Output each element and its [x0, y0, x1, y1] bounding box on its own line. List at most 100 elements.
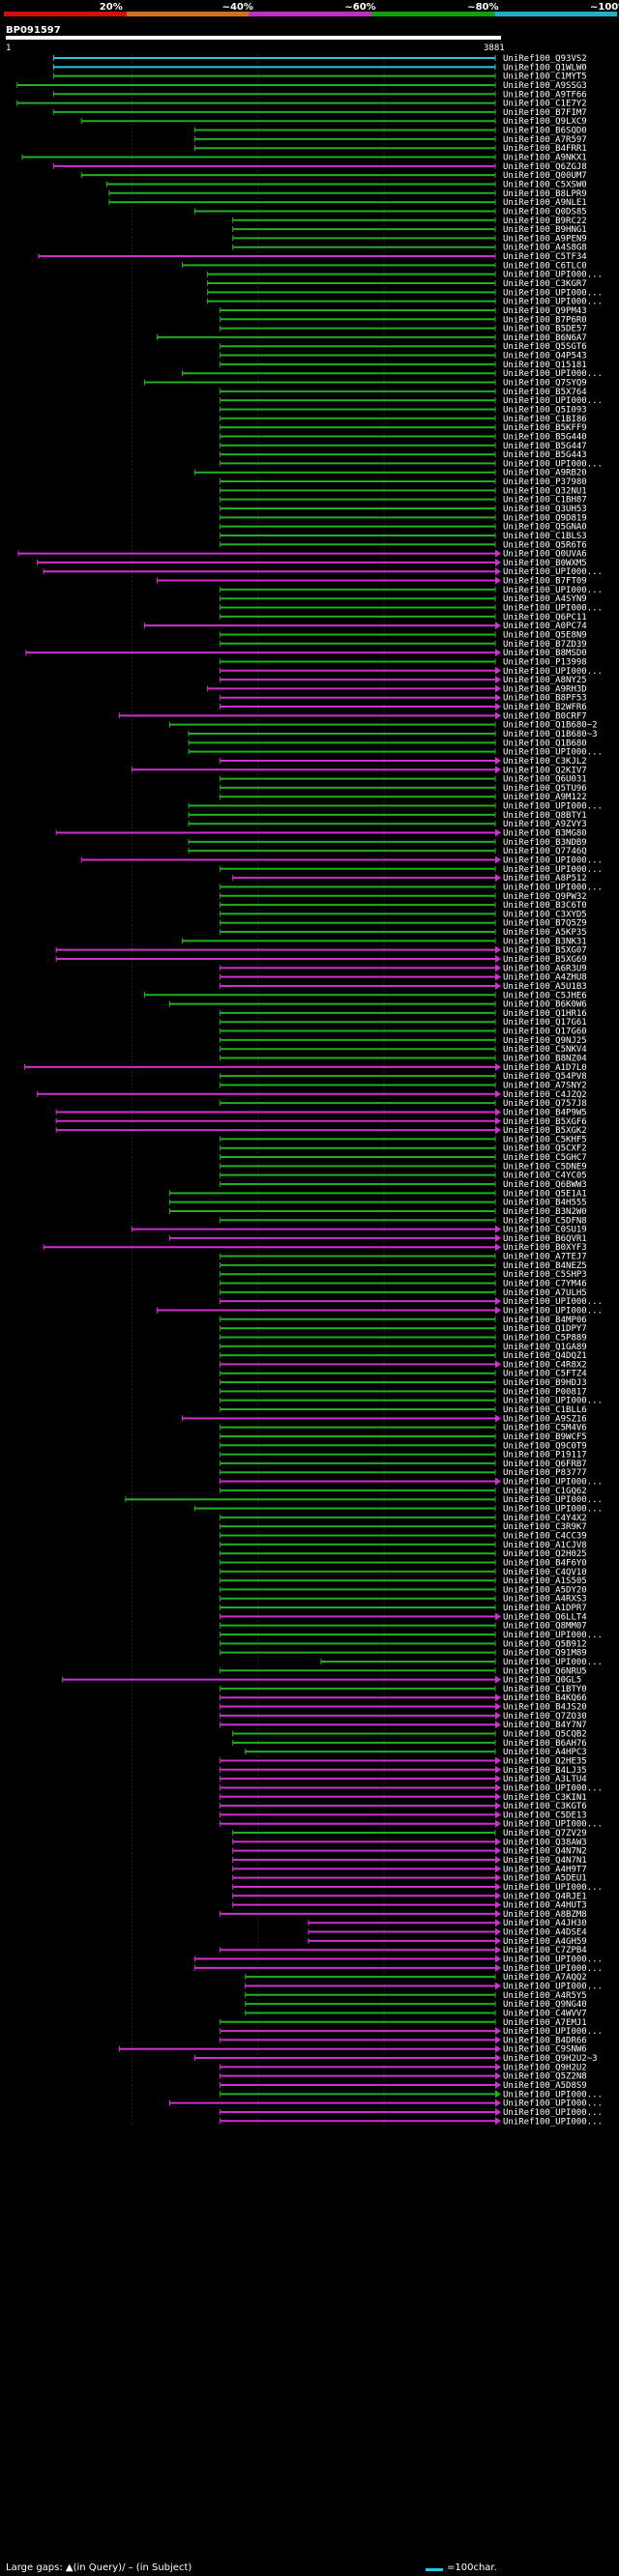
hit-label[interactable]: UniRef100_A9PEN9	[503, 234, 587, 244]
hit-label[interactable]: UniRef100_UPI000...	[503, 1505, 603, 1515]
hit-label[interactable]: UniRef100_UPI000...	[503, 1883, 603, 1893]
hit-label[interactable]: UniRef100_A4RXS3	[503, 1595, 587, 1605]
hit-label[interactable]: UniRef100_A7SNY2	[503, 1081, 587, 1090]
hit-label[interactable]: UniRef100_P37980	[503, 478, 587, 487]
hit-label[interactable]: UniRef100_UPI000...	[503, 1631, 603, 1640]
hit-label[interactable]: UniRef100_Q6U031	[503, 775, 587, 785]
hit-label[interactable]: UniRef100_Q9NG40	[503, 2000, 587, 2010]
hit-label[interactable]: UniRef100_P13998	[503, 657, 587, 667]
hit-label[interactable]: UniRef100_B3NK31	[503, 937, 587, 946]
hit-label[interactable]: UniRef100_B3N2W0	[503, 1207, 587, 1217]
hit-label[interactable]: UniRef100_B4NEZ5	[503, 1261, 587, 1271]
hit-label[interactable]: UniRef100_B5G443	[503, 450, 587, 460]
hit-label[interactable]: UniRef100_B5X764	[503, 388, 587, 397]
hit-label[interactable]: UniRef100_C5FTZ4	[503, 1370, 587, 1379]
hit-label[interactable]: UniRef100_Q17G61	[503, 1018, 587, 1028]
hit-label[interactable]: UniRef100_C5TF34	[503, 252, 587, 262]
hit-label[interactable]: UniRef100_A8P512	[503, 874, 587, 883]
hit-label[interactable]: UniRef100_B4LJ35	[503, 1766, 587, 1776]
hit-label[interactable]: UniRef100_B4P9W5	[503, 1108, 587, 1117]
hit-label[interactable]: UniRef100_B5XGF6	[503, 1117, 587, 1127]
hit-label[interactable]: UniRef100_UPI000...	[503, 459, 603, 469]
hit-label[interactable]: UniRef100_Q4RJE1	[503, 1892, 587, 1901]
hit-label[interactable]: UniRef100_A7R597	[503, 135, 587, 145]
hit-label[interactable]: UniRef100_C5P889	[503, 1333, 587, 1343]
hit-label[interactable]: UniRef100_B5G447	[503, 442, 587, 451]
hit-label[interactable]: UniRef100_UPI000...	[503, 2099, 603, 2109]
hit-label[interactable]: UniRef100_UPI000...	[503, 748, 603, 758]
hit-label[interactable]: UniRef100_Q9LXC9	[503, 117, 587, 127]
hit-label[interactable]: UniRef100_A0PC74	[503, 622, 587, 631]
hit-label[interactable]: UniRef100_C1MYT5	[503, 72, 587, 82]
hit-label[interactable]: UniRef100_UPI000...	[503, 604, 603, 614]
hit-label[interactable]: UniRef100_Q9PM43	[503, 306, 587, 316]
hit-label[interactable]: UniRef100_B6N6A7	[503, 333, 587, 343]
hit-label[interactable]: UniRef100_Q1B680	[503, 738, 587, 748]
hit-label[interactable]: UniRef100_B3NDB9	[503, 838, 587, 848]
hit-label[interactable]: UniRef100_C7YM46	[503, 1280, 587, 1289]
hit-label[interactable]: UniRef100_B3MG80	[503, 829, 587, 839]
hit-label[interactable]: UniRef100_B8LPR9	[503, 189, 587, 199]
hit-label[interactable]: UniRef100_A3LTU4	[503, 1775, 587, 1784]
hit-label[interactable]: UniRef100_UPI000...	[503, 2108, 603, 2118]
hit-label[interactable]: UniRef100_A1DPR7	[503, 1604, 587, 1613]
hit-label[interactable]: UniRef100_A4DSE4	[503, 1928, 587, 1938]
hit-label[interactable]: UniRef100_B5DE57	[503, 325, 587, 334]
hit-label[interactable]: UniRef100_Q4N7N2	[503, 1847, 587, 1857]
hit-label[interactable]: UniRef100_B5G440	[503, 432, 587, 442]
hit-label[interactable]: UniRef100_C5JHE6	[503, 991, 587, 1000]
hit-label[interactable]: UniRef100_UPI000...	[503, 1820, 603, 1830]
hit-label[interactable]: UniRef100_A9TF66	[503, 90, 587, 100]
hit-label[interactable]: UniRef100_UPI000...	[503, 1982, 603, 1991]
hit-label[interactable]: UniRef100_A1S505	[503, 1577, 587, 1586]
hit-label[interactable]: UniRef100_C4QV10	[503, 1568, 587, 1577]
hit-label[interactable]: UniRef100_Q6PC11	[503, 613, 587, 622]
hit-label[interactable]: UniRef100_Q7ZV29	[503, 1829, 587, 1838]
hit-label[interactable]: UniRef100_B0WXM5	[503, 559, 587, 568]
hit-label[interactable]: UniRef100_B4JS20	[503, 1703, 587, 1713]
hit-label[interactable]: UniRef100_Q9C0T9	[503, 1441, 587, 1451]
hit-label[interactable]: UniRef100_UPI000...	[503, 667, 603, 677]
hit-label[interactable]: UniRef100_B8PF53	[503, 694, 587, 704]
hit-label[interactable]: UniRef100_Q5TU96	[503, 784, 587, 794]
hit-label[interactable]: UniRef100_C5DFN8	[503, 1216, 587, 1226]
hit-label[interactable]: UniRef100_A5DEU1	[503, 1874, 587, 1884]
hit-label[interactable]: UniRef100_Q1WLW0	[503, 63, 587, 72]
hit-label[interactable]: UniRef100_B9HDJ3	[503, 1378, 587, 1388]
hit-label[interactable]: UniRef100_P83777	[503, 1468, 587, 1478]
hit-label[interactable]: UniRef100_C4WVV7	[503, 2009, 587, 2018]
hit-label[interactable]: UniRef100_Q9PW32	[503, 892, 587, 902]
hit-label[interactable]: UniRef100_C1BLL6	[503, 1405, 587, 1415]
hit-label[interactable]: UniRef100_B4Y7N7	[503, 1721, 587, 1730]
hit-label[interactable]: UniRef100_C5DNE9	[503, 1162, 587, 1172]
hit-label[interactable]: UniRef100_A4GH59	[503, 1937, 587, 1947]
hit-label[interactable]: UniRef100_B7Q5Z9	[503, 919, 587, 929]
hit-label[interactable]: UniRef100_C1BI86	[503, 415, 587, 424]
hit-label[interactable]: UniRef100_Q1B680~2	[503, 721, 598, 731]
hit-label[interactable]: UniRef100_A9RH3D	[503, 684, 587, 694]
hit-label[interactable]: UniRef100_B6AH76	[503, 1739, 587, 1749]
hit-label[interactable]: UniRef100_UPI000...	[503, 396, 603, 406]
hit-label[interactable]: UniRef100_A4ZHU8	[503, 973, 587, 983]
hit-label[interactable]: UniRef100_Q1HR16	[503, 1009, 587, 1019]
hit-label[interactable]: UniRef100_UPI000...	[503, 865, 603, 875]
hit-label[interactable]: UniRef100_Q5SGT6	[503, 342, 587, 352]
hit-label[interactable]: UniRef100_C1E7Y2	[503, 100, 587, 109]
hit-label[interactable]: UniRef100_B7FT09	[503, 577, 587, 587]
hit-label[interactable]: UniRef100_A5DY20	[503, 1585, 587, 1595]
hit-label[interactable]: UniRef100_Q4N7N1	[503, 1856, 587, 1866]
hit-label[interactable]: UniRef100_B6QVR1	[503, 1234, 587, 1244]
hit-label[interactable]: UniRef100_A7EMJ1	[503, 2018, 587, 2028]
hit-label[interactable]: UniRef100_Q5E1A1	[503, 1189, 587, 1199]
hit-label[interactable]: UniRef100_C3XYD5	[503, 910, 587, 919]
hit-label[interactable]: UniRef100_UPI000...	[503, 271, 603, 280]
hit-label[interactable]: UniRef100_UPI000...	[503, 1955, 603, 1965]
hit-label[interactable]: UniRef100_C5NKV4	[503, 1045, 587, 1055]
hit-label[interactable]: UniRef100_UPI000...	[503, 1658, 603, 1667]
hit-label[interactable]: UniRef100_UPI000...	[503, 1783, 603, 1793]
hit-label[interactable]: UniRef100_UPI000...	[503, 1495, 603, 1505]
hit-label[interactable]: UniRef100_UPI000...	[503, 586, 603, 595]
hit-label[interactable]: UniRef100_Q6FRB7	[503, 1460, 587, 1469]
hit-label[interactable]: UniRef100_A8NY25	[503, 676, 587, 685]
hit-label[interactable]: UniRef100_Q7SYQ9	[503, 379, 587, 389]
